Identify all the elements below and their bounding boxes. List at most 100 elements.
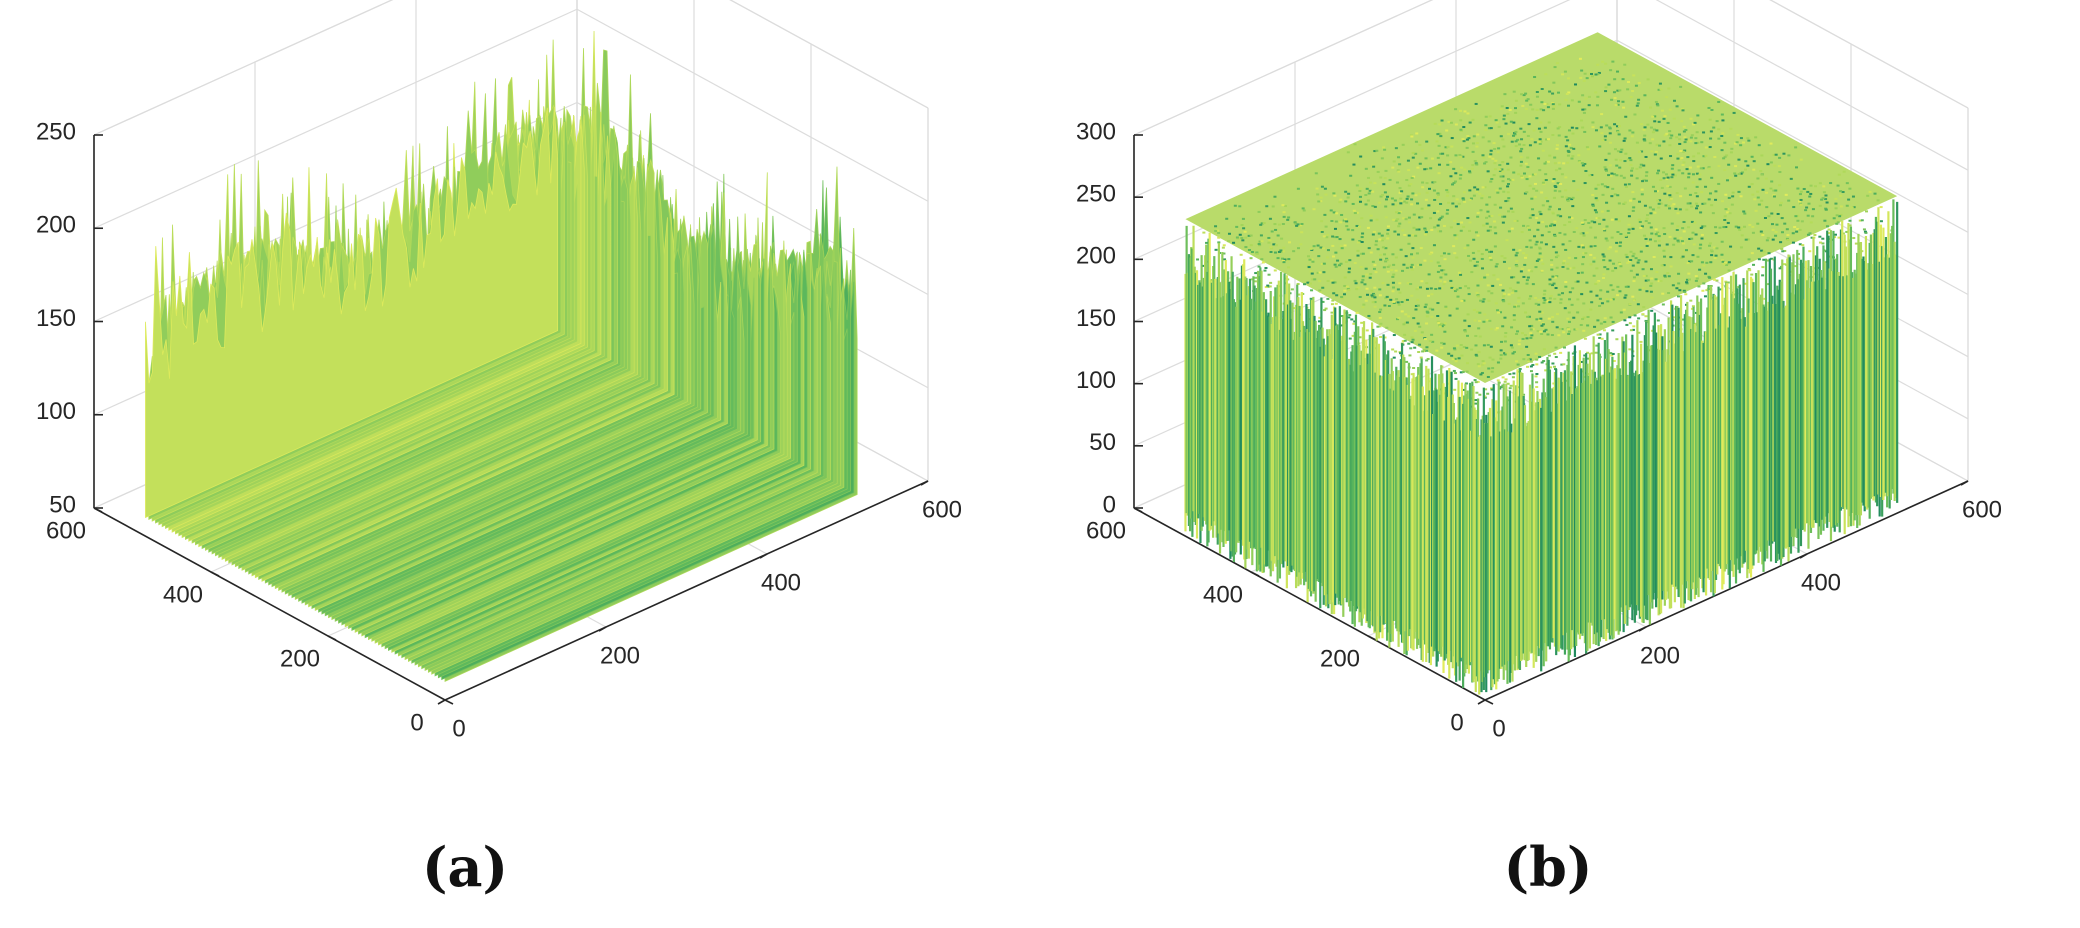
surface-speck [1702, 282, 1706, 285]
surface-speck [1589, 71, 1593, 74]
surface-speck [1617, 100, 1621, 103]
surface-speck [1506, 382, 1510, 385]
surface-speck [1282, 215, 1286, 218]
surface-speck [1496, 278, 1500, 281]
surface-speck [1526, 156, 1530, 159]
surface-speck [1644, 279, 1648, 282]
surface-speck [1392, 334, 1396, 337]
surface-speck [1322, 235, 1326, 238]
surface-speck [1538, 210, 1542, 213]
z-tick-label: 150 [1076, 305, 1116, 332]
surface-speck [1472, 135, 1476, 138]
surface-speck [1629, 329, 1633, 332]
surface-speck [1216, 229, 1220, 232]
surface-speck [1266, 284, 1270, 287]
surface-speck [1727, 196, 1731, 199]
surface-speck [1622, 176, 1626, 179]
surface-speck [1528, 184, 1532, 187]
surface-speck [1345, 220, 1349, 223]
surface-speck [1518, 339, 1522, 342]
surface-speck [1316, 244, 1320, 247]
surface-speck [1451, 183, 1455, 186]
surface-speck [1384, 247, 1388, 250]
surface-speck [1296, 282, 1300, 285]
surface-speck [1585, 77, 1589, 80]
surface-speck [1453, 388, 1457, 391]
surface-speck [1448, 314, 1452, 317]
surface-speck [1566, 262, 1570, 265]
surface-speck [1641, 313, 1645, 316]
surface-speck [1629, 269, 1633, 272]
surface-speck [1489, 149, 1493, 152]
surface-speck [1703, 295, 1707, 298]
surface-speck [1659, 157, 1663, 160]
surface-speck [1343, 289, 1347, 292]
surface-speck [1483, 186, 1487, 189]
surface-speck [1225, 217, 1229, 220]
surface-speck [1570, 198, 1574, 201]
surface-speck [1396, 301, 1400, 304]
surface-speck [1462, 198, 1466, 201]
surface-speck [1714, 254, 1718, 257]
surface-speck [1475, 142, 1479, 145]
surface-speck [1506, 210, 1510, 213]
surface-speck [1326, 297, 1330, 300]
surface-speck [1312, 208, 1316, 211]
surface-speck [1490, 250, 1494, 253]
surface-speck [1628, 157, 1632, 160]
surface-speck [1459, 128, 1463, 131]
surface-speck [1643, 134, 1647, 137]
surface-speck [1820, 198, 1824, 201]
surface-speck [1770, 212, 1774, 215]
surface-speck [1500, 255, 1504, 258]
surface-speck [1562, 346, 1566, 349]
surface-speck [1322, 262, 1326, 265]
surface-speck [1276, 234, 1280, 237]
surface-speck [1332, 192, 1336, 195]
surface-speck [1591, 126, 1595, 129]
surface-speck [1430, 293, 1434, 296]
surface-speck [1419, 263, 1423, 266]
surface-speck [1485, 248, 1489, 251]
surface-speck [1622, 106, 1626, 109]
surface-speck [1546, 200, 1550, 203]
surface-speck [1462, 299, 1466, 302]
surface-speck [1370, 295, 1374, 298]
surface-speck [1649, 290, 1653, 293]
surface-speck [1436, 156, 1440, 159]
surface-speck [1591, 194, 1595, 197]
surface-speck [1386, 270, 1390, 273]
surface-speck [1449, 226, 1453, 229]
surface-speck [1670, 204, 1674, 207]
surface-speck [1625, 256, 1629, 259]
surface-speck [1772, 194, 1776, 197]
surface-speck [1512, 276, 1516, 279]
surface-speck [1734, 225, 1738, 228]
surface-speck [1669, 256, 1673, 259]
surface-speck [1579, 232, 1583, 235]
surface-speck [1589, 245, 1593, 248]
surface-speck [1487, 127, 1491, 130]
surface-speck [1663, 255, 1667, 258]
surface-speck [1646, 123, 1650, 126]
surface-speck [1480, 371, 1484, 374]
surface-speck [1567, 332, 1571, 335]
surface-speck [1638, 288, 1642, 291]
surface-speck [1374, 271, 1378, 274]
surface-speck [1383, 177, 1387, 180]
surface-speck [1418, 343, 1422, 346]
surface-speck [1416, 322, 1420, 325]
surface-speck [1508, 287, 1512, 290]
y-tick-mark [1484, 699, 1494, 705]
surface-speck [1651, 115, 1655, 118]
surface-speck [1446, 209, 1450, 212]
surface-speck [1608, 259, 1612, 262]
surface-speck [1476, 234, 1480, 237]
surface-speck [1681, 172, 1685, 175]
surface-speck [1398, 291, 1402, 294]
surface-speck [1424, 231, 1428, 234]
surface-speck [1545, 102, 1549, 105]
surface-speck [1386, 237, 1390, 240]
surface-speck [1693, 322, 1697, 325]
surface-speck [1635, 177, 1639, 180]
